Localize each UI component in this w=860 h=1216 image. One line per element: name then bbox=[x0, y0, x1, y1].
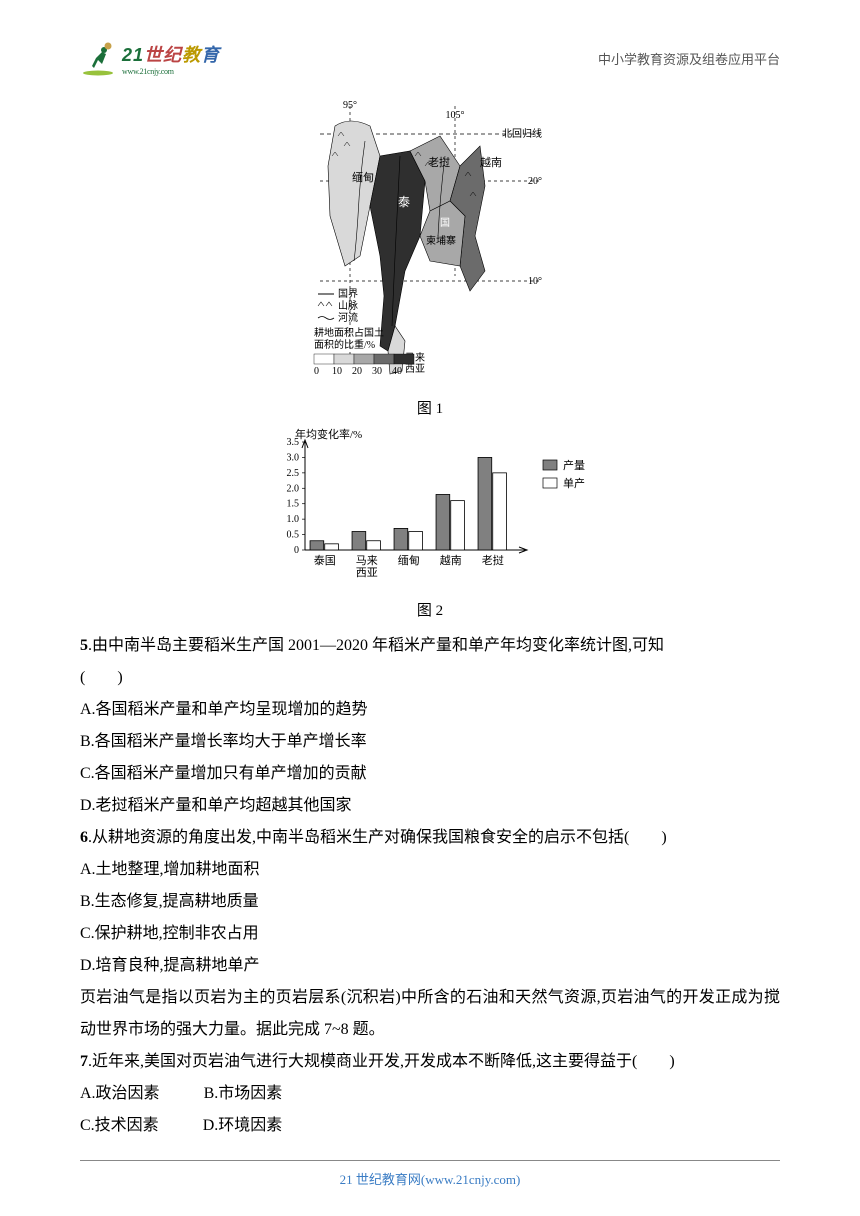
svg-text:0: 0 bbox=[314, 366, 319, 377]
svg-text:1.5: 1.5 bbox=[287, 499, 300, 510]
svg-text:3.5: 3.5 bbox=[287, 437, 300, 448]
legend-border: 国界 bbox=[338, 288, 358, 300]
svg-text:40: 40 bbox=[392, 366, 402, 377]
svg-text:0.5: 0.5 bbox=[287, 530, 300, 541]
lon-95-label: 95° bbox=[343, 100, 357, 111]
q5-option-a: A.各国稻米产量和单产均呈现增加的趋势 bbox=[80, 694, 780, 726]
figure-1-map: 95° 105° 北回归线 20° 10° bbox=[80, 96, 780, 418]
q7-option-c: C.技术因素 bbox=[80, 1110, 159, 1142]
svg-text:3.0: 3.0 bbox=[287, 452, 300, 463]
label-cambodia: 柬埔寨 bbox=[426, 234, 456, 247]
page-header: 21世纪教育 www.21cnjy.com 中小学教育资源及组卷应用平台 bbox=[80, 40, 780, 76]
lon-105-label: 105° bbox=[446, 110, 465, 121]
svg-text:西亚: 西亚 bbox=[356, 567, 378, 579]
svg-text:马来: 马来 bbox=[356, 554, 378, 567]
label-laos: 老挝 bbox=[428, 155, 450, 169]
q5-option-c: C.各国稻米产量增加只有单产增加的贡献 bbox=[80, 758, 780, 790]
logo-title: 21世纪教育 bbox=[122, 41, 220, 67]
svg-text:30: 30 bbox=[372, 366, 382, 377]
q7-number: 7 bbox=[80, 1053, 88, 1070]
q5-number: 5 bbox=[80, 637, 88, 654]
passage-7-8: 页岩油气是指以页岩为主的页岩层系(沉积岩)中所含的石油和天然气资源,页岩油气的开… bbox=[80, 982, 780, 1046]
q7-option-d: D.环境因素 bbox=[203, 1110, 283, 1142]
q6-option-b: B.生态修复,提高耕地质量 bbox=[80, 886, 780, 918]
q6-option-a: A.土地整理,增加耕地面积 bbox=[80, 854, 780, 886]
label-thailand: 泰 bbox=[398, 195, 410, 209]
bar-chart: 年均变化率/%00.51.01.52.02.53.03.5泰国马来西亚缅甸越南老… bbox=[250, 428, 610, 588]
lat-20-label: 20° bbox=[528, 176, 542, 187]
svg-text:产量: 产量 bbox=[563, 458, 585, 472]
logo-url: www.21cnjy.com bbox=[122, 67, 220, 76]
svg-text:单产: 单产 bbox=[563, 476, 585, 490]
label-th-box: 国 bbox=[440, 217, 450, 229]
page-footer: 21 世纪教育网(www.21cnjy.com) bbox=[80, 1160, 780, 1188]
legend-ratio-title-1: 耕地面积占国土 bbox=[314, 326, 384, 339]
svg-text:面积的比重/%: 面积的比重/% bbox=[314, 338, 375, 351]
figure-2-label: 图 2 bbox=[80, 599, 780, 620]
svg-text:泰国: 泰国 bbox=[314, 553, 336, 567]
legend-mountain: 山脉 bbox=[338, 299, 358, 312]
q5-stem: .由中南半岛主要稻米生产国 2001—2020 年稻米产量和单产年均变化率统计图… bbox=[88, 637, 664, 654]
svg-text:10: 10 bbox=[332, 366, 342, 377]
tropic-label: 北回归线 bbox=[502, 127, 542, 140]
runner-icon bbox=[80, 40, 116, 76]
lat-10-label: 10° bbox=[528, 276, 542, 287]
q7-option-b: B.市场因素 bbox=[204, 1078, 283, 1110]
figure-1-label: 图 1 bbox=[80, 397, 780, 418]
q5-option-b: B.各国稻米产量增长率均大于单产增长率 bbox=[80, 726, 780, 758]
q5-paren: ( ) bbox=[80, 669, 123, 686]
q7-option-a: A.政治因素 bbox=[80, 1078, 160, 1110]
site-logo: 21世纪教育 www.21cnjy.com bbox=[80, 40, 220, 76]
label-myanmar: 缅甸 bbox=[352, 170, 374, 184]
svg-text:缅甸: 缅甸 bbox=[398, 553, 420, 567]
q6-option-c: C.保护耕地,控制非农占用 bbox=[80, 918, 780, 950]
svg-text:西亚: 西亚 bbox=[405, 364, 425, 375]
q5-option-d: D.老挝稻米产量和单产均超越其他国家 bbox=[80, 790, 780, 822]
q6-option-d: D.培育良种,提高耕地单产 bbox=[80, 950, 780, 982]
legend-river: 河流 bbox=[338, 311, 358, 324]
header-tagline: 中小学教育资源及组卷应用平台 bbox=[598, 49, 780, 68]
label-vietnam: 越南 bbox=[480, 155, 502, 169]
svg-text:越南: 越南 bbox=[440, 553, 462, 567]
q7-stem: .近年来,美国对页岩油气进行大规模商业开发,开发成本不断降低,这主要得益于( ) bbox=[88, 1053, 675, 1070]
svg-text:0: 0 bbox=[294, 545, 299, 556]
svg-text:20: 20 bbox=[352, 366, 362, 377]
figure-2-chart: 年均变化率/%00.51.01.52.02.53.03.5泰国马来西亚缅甸越南老… bbox=[80, 428, 780, 620]
svg-text:2.0: 2.0 bbox=[287, 483, 300, 494]
question-block: 5.由中南半岛主要稻米生产国 2001—2020 年稻米产量和单产年均变化率统计… bbox=[80, 630, 780, 1142]
svg-text:2.5: 2.5 bbox=[287, 468, 300, 479]
svg-text:1.0: 1.0 bbox=[287, 514, 300, 525]
q6-number: 6 bbox=[80, 829, 88, 846]
q6-stem: .从耕地资源的角度出发,中南半岛稻米生产对确保我国粮食安全的启示不包括( ) bbox=[88, 829, 667, 846]
svg-text:老挝: 老挝 bbox=[482, 553, 504, 567]
